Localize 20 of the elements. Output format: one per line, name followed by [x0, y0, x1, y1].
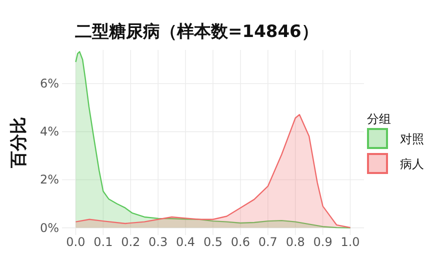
x-tick-label: 0.4: [176, 235, 196, 249]
y-tick-label: 0%: [40, 220, 59, 235]
x-tick-label: 0.6: [230, 235, 250, 249]
legend-label: 病人: [400, 157, 424, 171]
x-tick-label: 0.1: [94, 235, 113, 249]
y-tick-label: 2%: [40, 172, 59, 187]
y-tick-label: 6%: [40, 76, 59, 91]
x-tick-label: 0.8: [286, 235, 305, 249]
chart-title: 二型糖尿病（样本数=14846）: [75, 22, 318, 42]
x-tick-label: 0.5: [203, 235, 223, 249]
x-tick-label: 0.2: [121, 235, 140, 249]
legend-label: 对照: [400, 132, 424, 146]
legend-title: 分组: [367, 112, 391, 126]
x-tick-label: 0.9: [313, 235, 332, 249]
y-axis-title: 百分比: [9, 117, 29, 169]
x-tick-label: 0.0: [66, 235, 86, 249]
x-tick-label: 0.3: [148, 235, 168, 249]
x-tick-label: 1.0: [340, 235, 360, 249]
y-tick-label: 4%: [40, 124, 59, 139]
x-tick-label: 0.7: [258, 235, 278, 249]
